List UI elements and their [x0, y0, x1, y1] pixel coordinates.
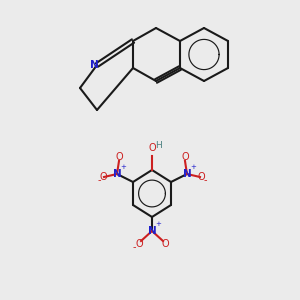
- Text: -: -: [132, 242, 136, 252]
- Text: N: N: [183, 169, 191, 179]
- Text: N: N: [148, 226, 156, 236]
- Text: +: +: [120, 164, 126, 170]
- Text: O: O: [99, 172, 107, 182]
- Text: O: O: [197, 172, 205, 182]
- Text: N: N: [90, 60, 98, 70]
- Text: H: H: [156, 141, 162, 150]
- Text: O: O: [115, 152, 123, 162]
- Text: +: +: [155, 221, 161, 227]
- Text: O: O: [161, 239, 169, 249]
- Text: O: O: [181, 152, 189, 162]
- Text: O: O: [148, 143, 156, 153]
- Text: -: -: [97, 175, 101, 185]
- Text: N: N: [112, 169, 122, 179]
- Text: -: -: [203, 175, 207, 185]
- Text: O: O: [135, 239, 143, 249]
- Text: +: +: [190, 164, 196, 170]
